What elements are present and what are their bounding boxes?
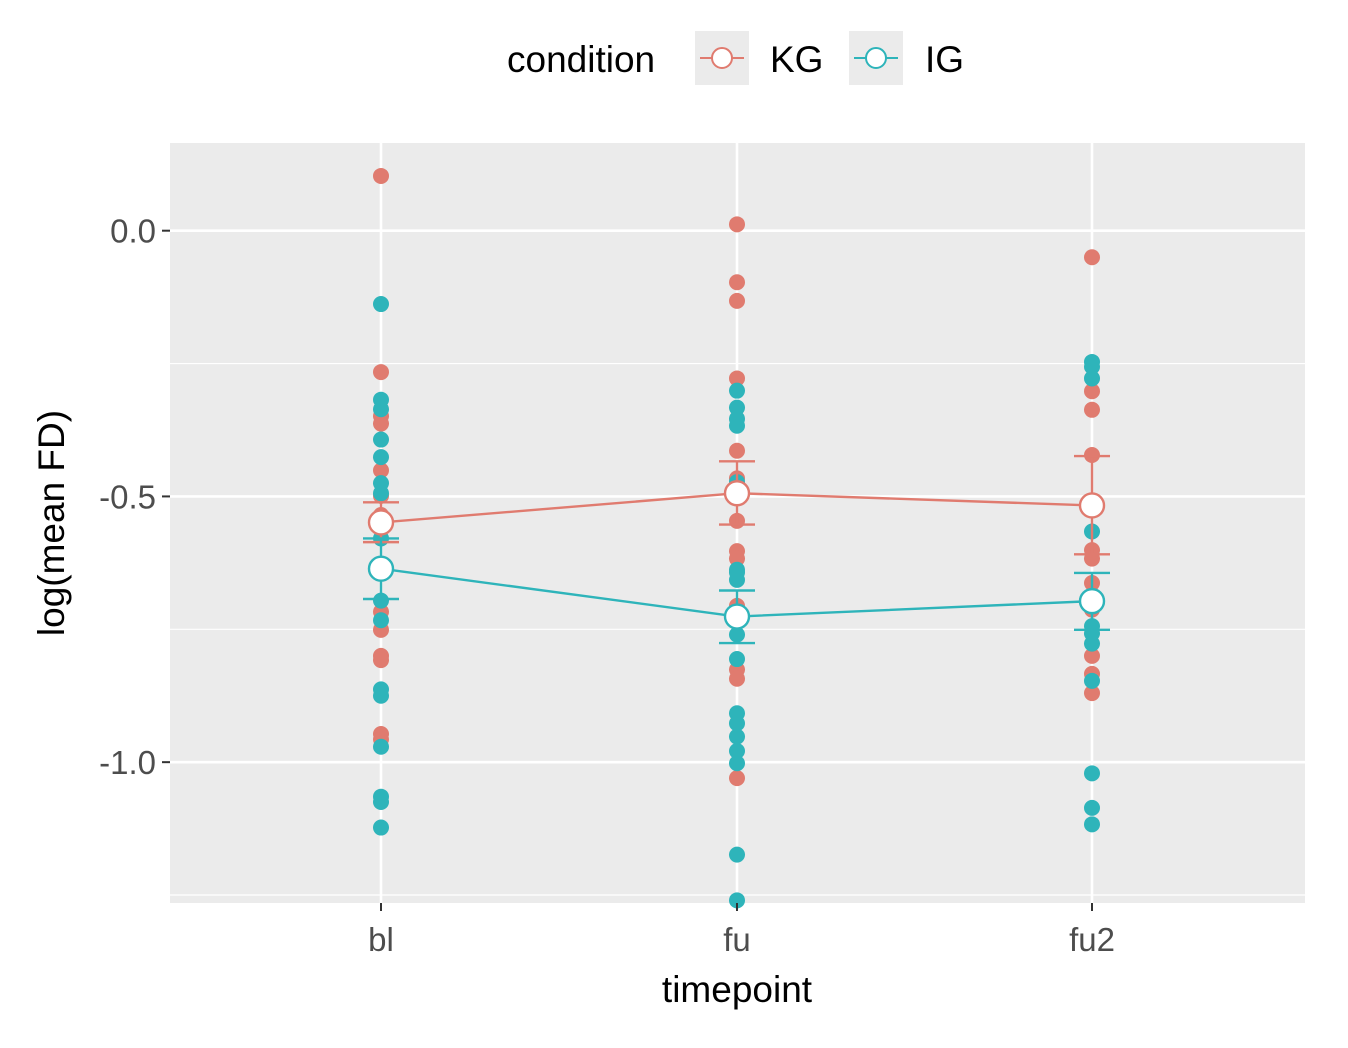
data-point-ig (729, 846, 745, 863)
x-tick-label: fu (723, 921, 751, 958)
data-point-ig (373, 794, 389, 811)
data-point-ig (373, 612, 389, 629)
data-point-kg (729, 770, 745, 787)
y-tick-label: -0.5 (99, 478, 156, 515)
y-axis: 0.0 -0.5 -1.0 (99, 213, 170, 781)
data-point-ig (373, 296, 389, 313)
data-point-ig (1084, 672, 1100, 689)
mean-marker-kg (1078, 492, 1106, 519)
data-point-ig (1084, 358, 1100, 375)
data-point-ig (729, 651, 745, 668)
data-point-kg (1084, 249, 1100, 266)
mean-marker-kg (723, 480, 751, 507)
data-point-kg (373, 652, 389, 669)
data-point-ig (729, 382, 745, 399)
mean-marker-ig (723, 603, 751, 630)
data-point-ig (729, 892, 745, 909)
data-point-ig (729, 399, 745, 416)
data-point-ig (373, 819, 389, 836)
data-point-kg (1084, 685, 1100, 702)
data-point-ig (373, 592, 389, 609)
data-point-kg (1084, 383, 1100, 400)
data-point-kg (729, 550, 745, 567)
x-axis: bl fu fu2 (368, 903, 1115, 958)
legend-marker-kg (711, 47, 733, 69)
data-point-kg (373, 364, 389, 381)
y-axis-title: log(mean FD) (31, 410, 72, 636)
data-point-ig (1084, 816, 1100, 833)
data-point-kg (729, 216, 745, 233)
data-point-kg (1084, 401, 1100, 418)
data-point-ig (729, 755, 745, 772)
data-point-kg (729, 370, 745, 387)
data-point-ig (1084, 370, 1100, 387)
data-point-kg (373, 167, 389, 184)
data-point-kg (729, 442, 745, 459)
mean-marker-ig (367, 555, 395, 582)
data-point-kg (729, 274, 745, 291)
data-point-ig (729, 743, 745, 759)
data-point-ig (729, 571, 745, 588)
data-point-ig (1084, 799, 1100, 816)
data-point-kg (729, 292, 745, 309)
x-axis-title: timepoint (662, 969, 813, 1010)
data-point-ig (373, 738, 389, 755)
data-point-ig (729, 417, 745, 434)
data-point-ig (1084, 635, 1100, 652)
y-tick-label: 0.0 (110, 213, 156, 250)
x-tick-label: bl (368, 921, 394, 958)
x-tick-label: fu2 (1069, 921, 1115, 958)
data-point-ig (373, 401, 389, 418)
data-point-ig (373, 431, 389, 448)
mean-marker-ig (1078, 587, 1106, 615)
data-point-ig (729, 715, 745, 732)
data-point-ig (373, 449, 389, 466)
y-tick-label: -1.0 (99, 744, 156, 781)
data-point-kg (373, 462, 389, 479)
mean-marker-kg (367, 509, 395, 536)
legend-label-kg: KG (770, 39, 823, 80)
summary-layer (363, 454, 1110, 645)
legend: condition KG IG (507, 31, 964, 85)
data-point-kg (729, 670, 745, 687)
data-point-ig (373, 485, 389, 502)
data-point-ig (729, 728, 745, 745)
data-point-ig (373, 687, 389, 704)
legend-label-ig: IG (925, 39, 964, 80)
legend-marker-ig (865, 47, 887, 69)
legend-item-ig: IG (849, 31, 964, 85)
legend-title: condition (507, 39, 655, 80)
data-point-kg (1084, 647, 1100, 664)
data-point-ig (1084, 765, 1100, 782)
legend-item-kg: KG (695, 31, 823, 85)
data-point-kg (373, 415, 389, 432)
